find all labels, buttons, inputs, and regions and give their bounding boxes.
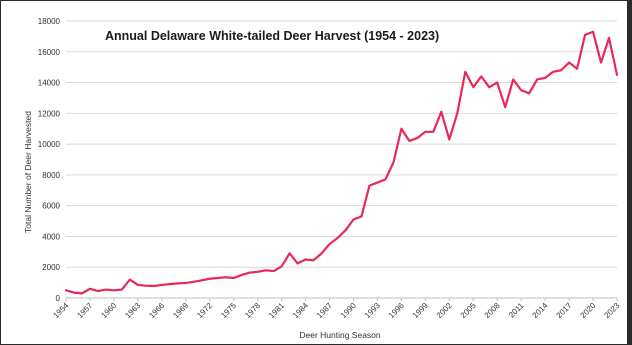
x-tick-label: 1957 bbox=[75, 301, 94, 320]
y-axis-label: Total Number of Deer Harvested bbox=[23, 111, 33, 233]
x-tick-label: 1990 bbox=[339, 301, 358, 320]
x-tick-label: 1966 bbox=[147, 301, 166, 320]
y-tick-label: 14000 bbox=[38, 79, 61, 88]
x-tick-label: 1954 bbox=[51, 301, 70, 320]
x-tick-label: 2023 bbox=[602, 301, 621, 320]
x-axis-label: Deer Hunting Season bbox=[299, 330, 381, 340]
y-tick-label: 0 bbox=[56, 294, 61, 303]
y-tick-label: 16000 bbox=[38, 48, 61, 57]
x-tick-label: 1999 bbox=[411, 301, 430, 320]
y-tick-label: 6000 bbox=[42, 202, 60, 211]
y-axis-ticks: 0 2000 4000 6000 8000 10000 12000 14000 16000 180… bbox=[38, 17, 61, 303]
y-tick-label: 2000 bbox=[42, 263, 60, 272]
x-tick-label: 1975 bbox=[219, 301, 238, 320]
x-tick-label: 2014 bbox=[531, 301, 550, 320]
chart-title: Annual Delaware White-tailed Deer Harves… bbox=[105, 29, 439, 43]
x-tick-label: 2017 bbox=[555, 301, 574, 320]
x-tick-label: 1978 bbox=[243, 301, 262, 320]
x-tick-label: 1987 bbox=[315, 301, 334, 320]
y-tick-label: 10000 bbox=[38, 140, 61, 149]
x-tick-label: 1972 bbox=[195, 301, 214, 320]
x-tick-label: 1996 bbox=[387, 301, 406, 320]
x-tick-label: 1963 bbox=[123, 301, 142, 320]
gridlines bbox=[66, 20, 617, 299]
x-tick-label: 1993 bbox=[363, 301, 382, 320]
x-tick-label: 1960 bbox=[99, 301, 118, 320]
x-tick-label: 2002 bbox=[435, 301, 454, 320]
series-line bbox=[64, 30, 619, 295]
y-tick-label: 18000 bbox=[38, 17, 61, 26]
series-layer bbox=[64, 30, 619, 295]
x-tick-label: 2005 bbox=[459, 301, 478, 320]
x-tick-label: 2008 bbox=[483, 301, 502, 320]
x-tick-label: 1981 bbox=[267, 301, 286, 320]
y-tick-label: 8000 bbox=[42, 171, 60, 180]
y-tick-label: 12000 bbox=[38, 109, 61, 118]
x-axis-ticks: 1954 1957 1960 1963 1966 1969 1972 1975 1978 1981… bbox=[51, 298, 622, 320]
x-tick-label: 2011 bbox=[507, 301, 526, 320]
x-tick-label: 1984 bbox=[291, 301, 310, 320]
x-tick-label: 2020 bbox=[579, 301, 598, 320]
y-tick-label: 4000 bbox=[42, 232, 60, 241]
x-tick-label: 1969 bbox=[171, 301, 190, 320]
